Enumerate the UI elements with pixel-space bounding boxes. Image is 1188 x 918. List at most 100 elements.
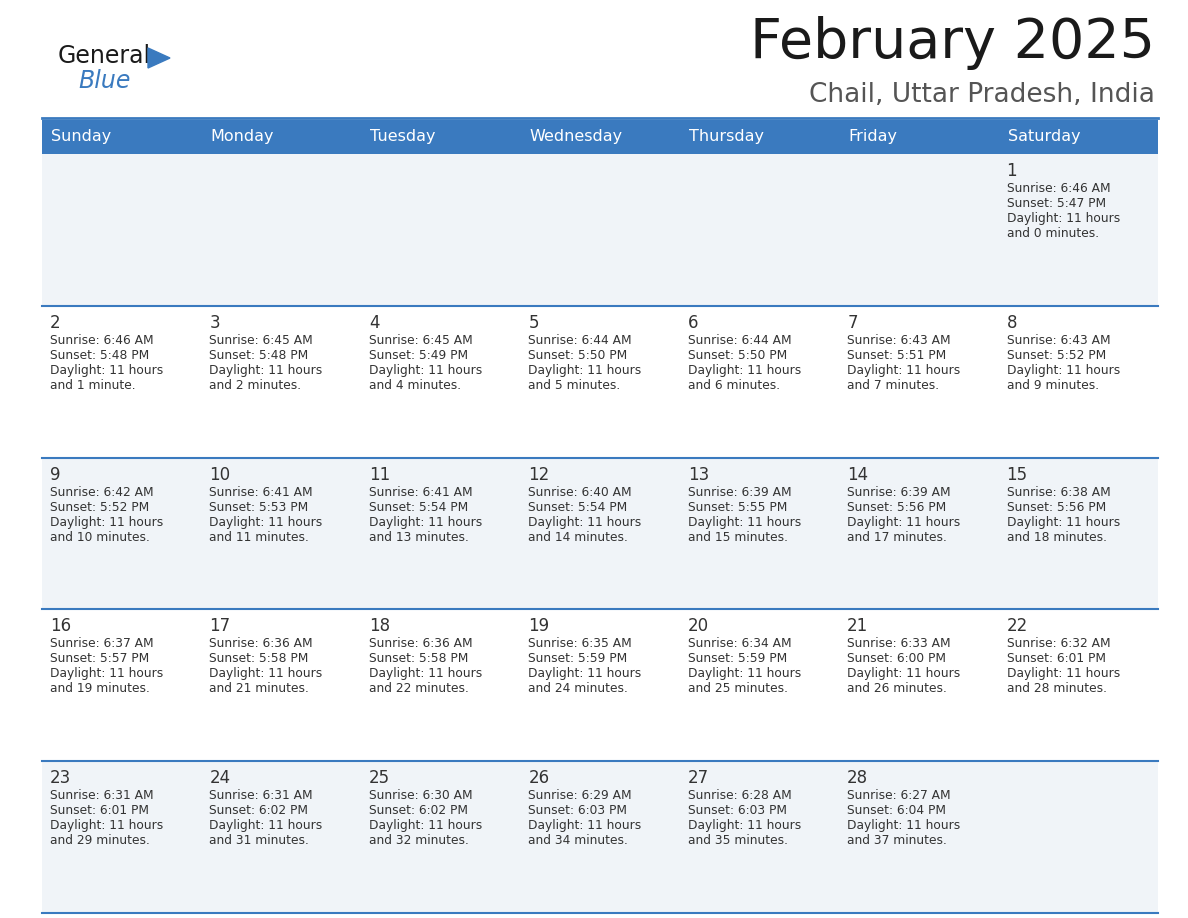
- Text: 25: 25: [368, 769, 390, 788]
- Text: Daylight: 11 hours: Daylight: 11 hours: [1006, 364, 1120, 376]
- Text: Sunrise: 6:43 AM: Sunrise: 6:43 AM: [847, 334, 950, 347]
- Text: Daylight: 11 hours: Daylight: 11 hours: [847, 819, 960, 833]
- Text: Sunset: 5:50 PM: Sunset: 5:50 PM: [688, 349, 786, 362]
- Text: 4: 4: [368, 314, 379, 331]
- Text: Sunrise: 6:39 AM: Sunrise: 6:39 AM: [688, 486, 791, 498]
- Text: and 14 minutes.: and 14 minutes.: [529, 531, 628, 543]
- Text: Sunset: 5:55 PM: Sunset: 5:55 PM: [688, 500, 788, 513]
- Text: and 7 minutes.: and 7 minutes.: [847, 379, 940, 392]
- Text: Sunset: 6:04 PM: Sunset: 6:04 PM: [847, 804, 946, 817]
- Text: and 1 minute.: and 1 minute.: [50, 379, 135, 392]
- Text: Sunrise: 6:31 AM: Sunrise: 6:31 AM: [50, 789, 153, 802]
- Text: Daylight: 11 hours: Daylight: 11 hours: [209, 819, 323, 833]
- Text: Sunrise: 6:28 AM: Sunrise: 6:28 AM: [688, 789, 791, 802]
- Text: 8: 8: [1006, 314, 1017, 331]
- Text: Sunrise: 6:44 AM: Sunrise: 6:44 AM: [529, 334, 632, 347]
- Text: Daylight: 11 hours: Daylight: 11 hours: [50, 667, 163, 680]
- Text: Sunrise: 6:45 AM: Sunrise: 6:45 AM: [368, 334, 473, 347]
- Text: Sunrise: 6:41 AM: Sunrise: 6:41 AM: [368, 486, 473, 498]
- Text: 18: 18: [368, 618, 390, 635]
- Text: Sunrise: 6:45 AM: Sunrise: 6:45 AM: [209, 334, 314, 347]
- Bar: [42, 457, 1158, 610]
- Text: Sunset: 5:52 PM: Sunset: 5:52 PM: [1006, 349, 1106, 362]
- Text: Sunrise: 6:36 AM: Sunrise: 6:36 AM: [368, 637, 473, 650]
- Text: and 31 minutes.: and 31 minutes.: [209, 834, 309, 847]
- Text: 16: 16: [50, 618, 71, 635]
- Text: Sunrise: 6:32 AM: Sunrise: 6:32 AM: [1006, 637, 1111, 650]
- Text: Sunset: 5:50 PM: Sunset: 5:50 PM: [529, 349, 627, 362]
- Text: and 28 minutes.: and 28 minutes.: [1006, 682, 1106, 696]
- Text: Sunset: 5:56 PM: Sunset: 5:56 PM: [847, 500, 947, 513]
- Bar: [839, 120, 999, 154]
- Text: and 17 minutes.: and 17 minutes.: [847, 531, 947, 543]
- Text: and 4 minutes.: and 4 minutes.: [368, 379, 461, 392]
- Text: February 2025: February 2025: [750, 16, 1155, 70]
- Text: Sunset: 6:01 PM: Sunset: 6:01 PM: [50, 804, 148, 817]
- Text: Sunset: 6:00 PM: Sunset: 6:00 PM: [847, 653, 946, 666]
- Text: Tuesday: Tuesday: [369, 129, 435, 144]
- Text: 17: 17: [209, 618, 230, 635]
- Text: Daylight: 11 hours: Daylight: 11 hours: [847, 516, 960, 529]
- Text: and 34 minutes.: and 34 minutes.: [529, 834, 628, 847]
- Text: Sunrise: 6:46 AM: Sunrise: 6:46 AM: [50, 334, 153, 347]
- Text: 15: 15: [1006, 465, 1028, 484]
- Text: Daylight: 11 hours: Daylight: 11 hours: [847, 667, 960, 680]
- Text: and 2 minutes.: and 2 minutes.: [209, 379, 302, 392]
- Text: and 24 minutes.: and 24 minutes.: [529, 682, 628, 696]
- Text: Sunset: 5:53 PM: Sunset: 5:53 PM: [209, 500, 309, 513]
- Text: 20: 20: [688, 618, 709, 635]
- Text: Daylight: 11 hours: Daylight: 11 hours: [1006, 212, 1120, 225]
- Text: Daylight: 11 hours: Daylight: 11 hours: [847, 364, 960, 376]
- Text: and 9 minutes.: and 9 minutes.: [1006, 379, 1099, 392]
- Text: Sunset: 5:57 PM: Sunset: 5:57 PM: [50, 653, 150, 666]
- Text: 5: 5: [529, 314, 539, 331]
- Bar: [42, 610, 1158, 761]
- Text: 9: 9: [50, 465, 61, 484]
- Text: Saturday: Saturday: [1007, 129, 1080, 144]
- Bar: [361, 120, 520, 154]
- Text: Daylight: 11 hours: Daylight: 11 hours: [529, 667, 642, 680]
- Bar: [680, 120, 839, 154]
- Text: Sunset: 5:49 PM: Sunset: 5:49 PM: [368, 349, 468, 362]
- Text: Sunset: 5:52 PM: Sunset: 5:52 PM: [50, 500, 150, 513]
- Text: and 35 minutes.: and 35 minutes.: [688, 834, 788, 847]
- Text: Sunset: 5:56 PM: Sunset: 5:56 PM: [1006, 500, 1106, 513]
- Text: Blue: Blue: [78, 69, 131, 93]
- Text: Daylight: 11 hours: Daylight: 11 hours: [529, 364, 642, 376]
- Text: and 37 minutes.: and 37 minutes.: [847, 834, 947, 847]
- Text: and 21 minutes.: and 21 minutes.: [209, 682, 309, 696]
- Text: Sunrise: 6:35 AM: Sunrise: 6:35 AM: [529, 637, 632, 650]
- Text: Sunrise: 6:41 AM: Sunrise: 6:41 AM: [209, 486, 314, 498]
- Bar: [42, 154, 1158, 306]
- Bar: [42, 761, 1158, 913]
- Text: Daylight: 11 hours: Daylight: 11 hours: [529, 516, 642, 529]
- Text: 27: 27: [688, 769, 709, 788]
- Text: Daylight: 11 hours: Daylight: 11 hours: [688, 364, 801, 376]
- Text: and 32 minutes.: and 32 minutes.: [368, 834, 469, 847]
- Bar: [42, 120, 202, 154]
- Text: Sunrise: 6:43 AM: Sunrise: 6:43 AM: [1006, 334, 1111, 347]
- Text: Daylight: 11 hours: Daylight: 11 hours: [1006, 516, 1120, 529]
- Text: Chail, Uttar Pradesh, India: Chail, Uttar Pradesh, India: [809, 82, 1155, 108]
- Text: 2: 2: [50, 314, 61, 331]
- Text: 23: 23: [50, 769, 71, 788]
- Text: Daylight: 11 hours: Daylight: 11 hours: [1006, 667, 1120, 680]
- Text: Sunrise: 6:36 AM: Sunrise: 6:36 AM: [209, 637, 314, 650]
- Text: Sunset: 5:48 PM: Sunset: 5:48 PM: [209, 349, 309, 362]
- Text: and 5 minutes.: and 5 minutes.: [529, 379, 620, 392]
- Text: and 26 minutes.: and 26 minutes.: [847, 682, 947, 696]
- Text: and 10 minutes.: and 10 minutes.: [50, 531, 150, 543]
- Text: Daylight: 11 hours: Daylight: 11 hours: [50, 819, 163, 833]
- Text: Sunrise: 6:42 AM: Sunrise: 6:42 AM: [50, 486, 153, 498]
- Text: Daylight: 11 hours: Daylight: 11 hours: [368, 364, 482, 376]
- Text: 3: 3: [209, 314, 220, 331]
- Text: Sunrise: 6:33 AM: Sunrise: 6:33 AM: [847, 637, 950, 650]
- Text: 28: 28: [847, 769, 868, 788]
- Text: Sunset: 5:54 PM: Sunset: 5:54 PM: [368, 500, 468, 513]
- Text: 19: 19: [529, 618, 549, 635]
- Text: Sunrise: 6:34 AM: Sunrise: 6:34 AM: [688, 637, 791, 650]
- Text: Daylight: 11 hours: Daylight: 11 hours: [209, 667, 323, 680]
- Polygon shape: [148, 48, 170, 68]
- Text: and 15 minutes.: and 15 minutes.: [688, 531, 788, 543]
- Text: 6: 6: [688, 314, 699, 331]
